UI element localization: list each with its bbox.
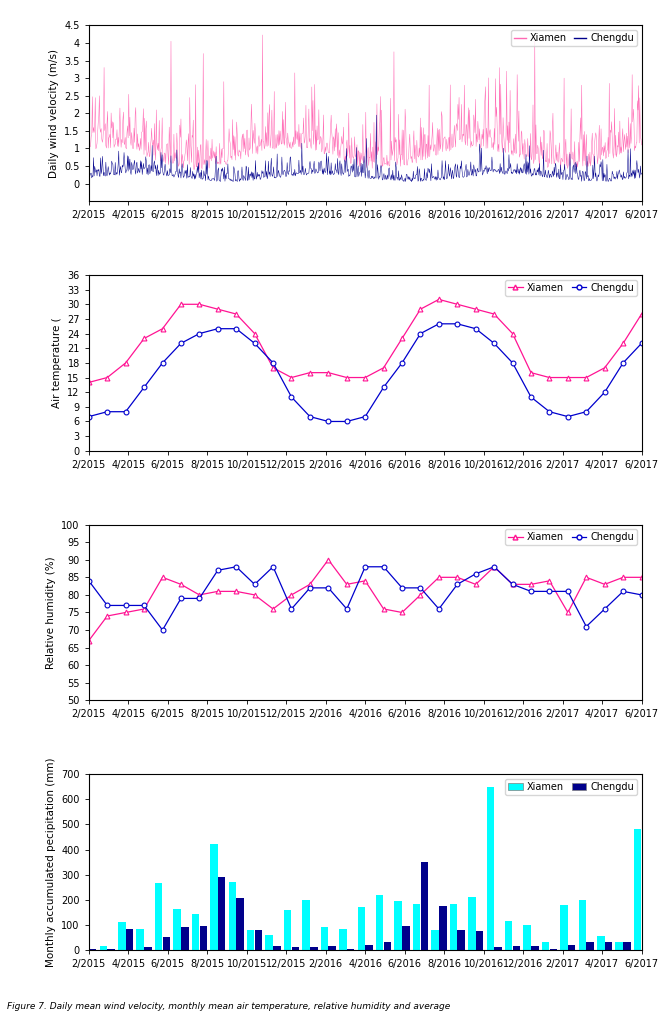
Bar: [247, 930, 255, 950]
Bar: [578, 900, 586, 950]
Bar: [560, 905, 568, 950]
Bar: [365, 945, 373, 950]
Bar: [191, 913, 199, 950]
Bar: [163, 938, 170, 950]
Bar: [302, 900, 310, 950]
Bar: [513, 946, 520, 950]
Bar: [531, 946, 539, 950]
Legend: Xiamen, Chengdu: Xiamen, Chengdu: [505, 279, 637, 296]
Bar: [328, 946, 336, 950]
Y-axis label: Relative humidity (%): Relative humidity (%): [46, 556, 56, 669]
Bar: [81, 940, 89, 950]
Bar: [494, 948, 502, 950]
Bar: [505, 922, 513, 950]
Bar: [623, 943, 631, 950]
Bar: [228, 882, 236, 950]
Bar: [210, 844, 218, 950]
Bar: [126, 929, 134, 950]
Bar: [523, 925, 531, 950]
Bar: [486, 786, 494, 950]
Bar: [320, 928, 328, 950]
Bar: [476, 931, 484, 950]
Bar: [99, 946, 107, 950]
Bar: [420, 862, 428, 950]
Bar: [568, 945, 576, 950]
Bar: [218, 877, 226, 950]
Y-axis label: Monthly accumulated pecipitation (mm): Monthly accumulated pecipitation (mm): [46, 757, 56, 967]
Bar: [310, 948, 318, 950]
Bar: [339, 929, 347, 950]
Bar: [384, 943, 392, 950]
Bar: [273, 946, 281, 950]
Bar: [413, 903, 420, 950]
Bar: [284, 909, 291, 950]
Bar: [265, 935, 273, 950]
Bar: [457, 930, 465, 950]
Bar: [155, 884, 163, 950]
Bar: [236, 898, 244, 950]
Bar: [357, 907, 365, 950]
Bar: [89, 949, 97, 950]
Bar: [118, 923, 126, 950]
Bar: [597, 936, 605, 950]
Bar: [291, 948, 299, 950]
Bar: [615, 943, 623, 950]
Bar: [144, 948, 152, 950]
Bar: [468, 897, 476, 950]
Bar: [136, 929, 144, 950]
Bar: [642, 931, 649, 950]
Legend: Xiamen, Chengdu: Xiamen, Chengdu: [511, 30, 637, 46]
Bar: [255, 930, 263, 950]
Bar: [586, 943, 594, 950]
Bar: [394, 901, 402, 950]
Y-axis label: Air temperature (: Air temperature (: [52, 318, 62, 408]
Bar: [402, 927, 410, 950]
Bar: [199, 927, 207, 950]
Bar: [634, 829, 642, 950]
Bar: [439, 906, 447, 950]
Bar: [347, 949, 355, 950]
Bar: [181, 928, 189, 950]
Bar: [542, 943, 549, 950]
Legend: Xiamen, Chengdu: Xiamen, Chengdu: [505, 779, 637, 795]
Y-axis label: Daily wind velocity (m/s): Daily wind velocity (m/s): [49, 49, 59, 178]
Text: Figure 7. Daily mean wind velocity, monthly mean air temperature, relative humid: Figure 7. Daily mean wind velocity, mont…: [7, 1002, 450, 1011]
Bar: [173, 908, 181, 950]
Bar: [376, 895, 384, 950]
Legend: Xiamen, Chengdu: Xiamen, Chengdu: [505, 529, 637, 546]
Bar: [107, 949, 115, 950]
Bar: [605, 943, 613, 950]
Bar: [431, 930, 439, 950]
Bar: [549, 949, 557, 950]
Bar: [449, 903, 457, 950]
